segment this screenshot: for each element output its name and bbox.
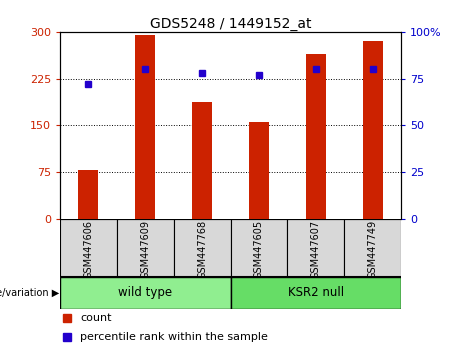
Bar	[174, 218, 230, 277]
Bar	[230, 277, 401, 309]
Text: count: count	[80, 314, 112, 324]
Bar	[344, 218, 401, 277]
Bar	[192, 102, 212, 218]
Title: GDS5248 / 1449152_at: GDS5248 / 1449152_at	[150, 17, 311, 31]
Text: GSM447609: GSM447609	[140, 220, 150, 279]
Bar	[363, 41, 383, 218]
Bar	[60, 218, 117, 277]
Bar	[306, 54, 326, 218]
Bar	[78, 170, 98, 218]
Text: genotype/variation ▶: genotype/variation ▶	[0, 288, 59, 298]
Bar	[117, 218, 174, 277]
Text: GSM447749: GSM447749	[367, 220, 378, 279]
Text: percentile rank within the sample: percentile rank within the sample	[80, 332, 268, 342]
Text: GSM447768: GSM447768	[197, 220, 207, 279]
Text: GSM447605: GSM447605	[254, 220, 264, 279]
Bar	[287, 218, 344, 277]
Bar	[249, 122, 269, 218]
Bar	[230, 218, 287, 277]
Text: KSR2 null: KSR2 null	[288, 286, 344, 299]
Text: GSM447606: GSM447606	[83, 220, 94, 279]
Bar	[135, 35, 155, 218]
Text: GSM447607: GSM447607	[311, 220, 321, 279]
Bar	[60, 277, 230, 309]
Text: wild type: wild type	[118, 286, 172, 299]
